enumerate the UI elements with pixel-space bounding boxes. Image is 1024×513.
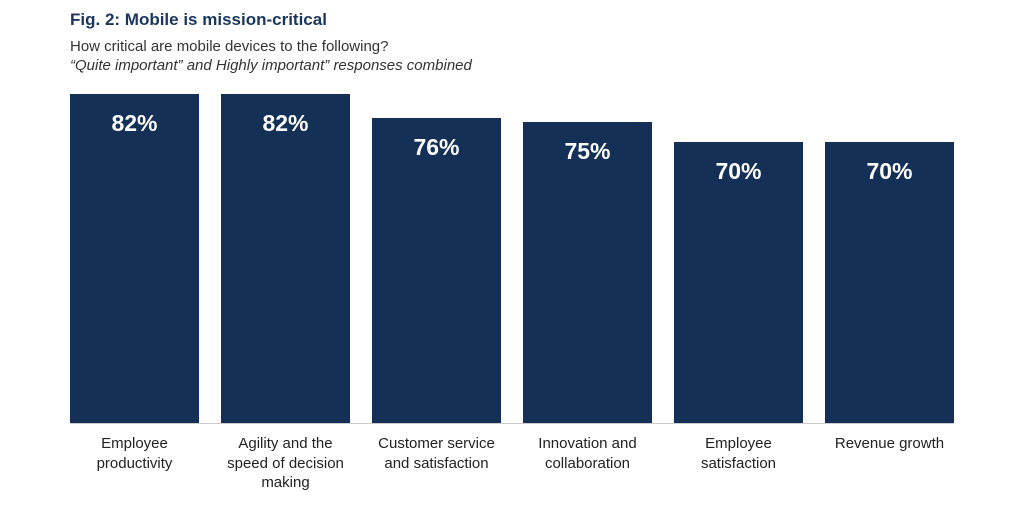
bar-wrapper: 82% xyxy=(70,94,199,423)
figure-subtitle-italic: “Quite important” and Highly important” … xyxy=(70,57,954,74)
figure-subtitle: How critical are mobile devices to the f… xyxy=(70,38,954,55)
bar-value: 75% xyxy=(564,138,610,423)
bar-label: Innovation and collaboration xyxy=(523,434,652,493)
bar-value: 82% xyxy=(111,110,157,423)
bar-label: Agility and the speed of decision making xyxy=(221,434,350,493)
bar-value: 76% xyxy=(413,134,459,423)
bar: 70% xyxy=(825,142,954,423)
bar: 76% xyxy=(372,118,501,423)
chart-container: Fig. 2: Mobile is mission-critical How c… xyxy=(0,0,1024,513)
bar-wrapper: 70% xyxy=(674,94,803,423)
bar-label: Customer service and satisfaction xyxy=(372,434,501,493)
bar-wrapper: 82% xyxy=(221,94,350,423)
bar-wrapper: 76% xyxy=(372,94,501,423)
bar-label: Employee productivity xyxy=(70,434,199,493)
bar: 75% xyxy=(523,122,652,423)
figure-title: Fig. 2: Mobile is mission-critical xyxy=(70,10,954,30)
bar-label: Employee satisfaction xyxy=(674,434,803,493)
bar-value: 82% xyxy=(262,110,308,423)
bar-chart: 82% 82% 76% 75% 70% 70% xyxy=(70,94,954,424)
bar-labels-row: Employee productivity Agility and the spe… xyxy=(70,434,954,493)
bar: 70% xyxy=(674,142,803,423)
bar: 82% xyxy=(70,94,199,423)
bar-value: 70% xyxy=(715,158,761,423)
bar-wrapper: 75% xyxy=(523,94,652,423)
bar-value: 70% xyxy=(866,158,912,423)
bar: 82% xyxy=(221,94,350,423)
bar-label: Revenue growth xyxy=(825,434,954,493)
bar-wrapper: 70% xyxy=(825,94,954,423)
